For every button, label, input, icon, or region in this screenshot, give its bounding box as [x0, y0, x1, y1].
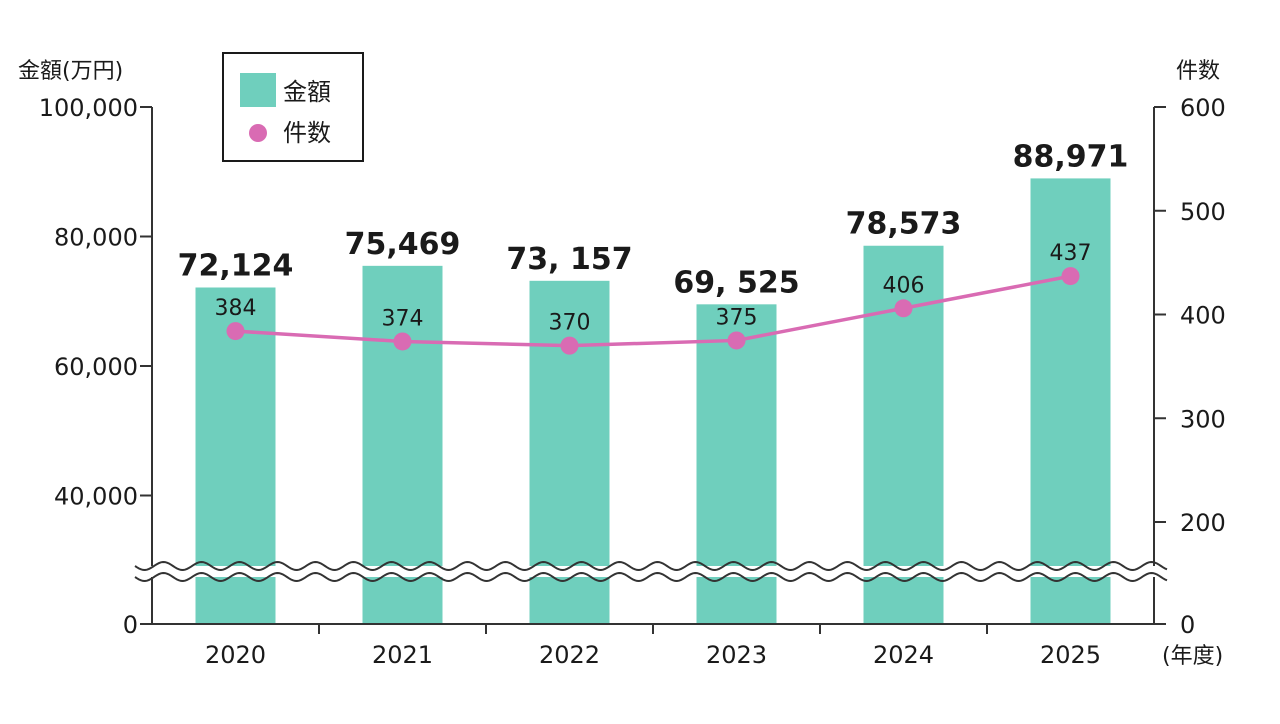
left-tick-label: 40,000: [54, 483, 138, 511]
legend-bar-label: 金額: [283, 78, 331, 106]
left-tick-label: 100,000: [39, 94, 138, 122]
ticks-layer: 100,000 80,000 60,000 40,000 0 600 500 400 300 20…: [39, 94, 1226, 669]
amount-bar: [1030, 178, 1111, 624]
x-tick-label: 2023: [706, 641, 767, 669]
count-marker: [560, 336, 579, 355]
right-tick-label: 500: [1180, 198, 1226, 226]
legend-line-label: 件数: [283, 119, 331, 147]
line-layer: [226, 267, 1080, 355]
count-value-label: 384: [215, 296, 257, 321]
amount-value-label: 73, 157: [506, 242, 632, 277]
left-axis-title: 金額(万円): [18, 59, 123, 84]
right-axis-title: 件数: [1176, 59, 1220, 84]
x-axis-unit-label: (年度): [1162, 644, 1223, 669]
count-marker: [226, 322, 245, 341]
count-marker: [894, 299, 913, 318]
x-tick-label: 2024: [873, 641, 934, 669]
value-labels-layer: 72,124 75,469 73, 157 69, 525 78,573 88,971 38…: [178, 139, 1129, 335]
count-marker: [393, 332, 412, 351]
amount-value-label: 72,124: [178, 248, 294, 283]
count-value-label: 437: [1050, 241, 1092, 266]
amount-value-label: 78,573: [846, 207, 962, 242]
count-marker: [1061, 267, 1080, 286]
right-tick-label: 300: [1180, 405, 1226, 433]
right-tick-label: 200: [1180, 509, 1226, 537]
count-value-label: 374: [382, 306, 424, 331]
left-tick-label: 0: [123, 611, 138, 639]
x-tick-label: 2025: [1040, 641, 1101, 669]
legend-line-marker: [249, 124, 267, 142]
amount-value-label: 88,971: [1013, 139, 1129, 174]
count-marker: [727, 331, 746, 350]
count-value-label: 406: [883, 273, 925, 298]
right-tick-label: 400: [1180, 302, 1226, 330]
x-tick-label: 2022: [539, 641, 600, 669]
axis-break-wave-top: [134, 560, 1168, 572]
count-value-label: 370: [549, 311, 591, 336]
axis-break-wave-bottom: [134, 571, 1168, 583]
amount-bar: [362, 265, 443, 624]
legend: 金額 件数: [222, 52, 364, 162]
x-tick-label: 2020: [205, 641, 266, 669]
right-tick-label: 600: [1180, 94, 1226, 122]
bars-layer: [195, 178, 1111, 625]
left-tick-label: 60,000: [54, 353, 138, 381]
legend-bar-swatch: [240, 73, 276, 107]
count-value-label: 375: [716, 305, 758, 330]
amount-value-label: 75,469: [345, 227, 461, 262]
count-line: [235, 274, 1071, 348]
x-tick-label: 2021: [372, 641, 433, 669]
right-tick-label: 0: [1180, 611, 1195, 639]
axis-break-marks: [134, 560, 1168, 583]
left-tick-label: 80,000: [54, 224, 138, 252]
amount-value-label: 69, 525: [673, 265, 799, 300]
